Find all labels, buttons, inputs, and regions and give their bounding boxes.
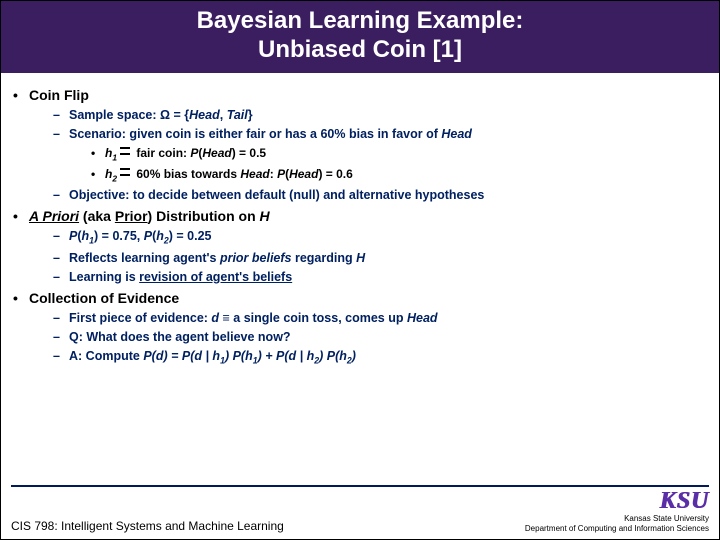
pd-formula: P(d) = P(d | h1) P(h1) + P(d | h2) P(h2) xyxy=(143,349,356,363)
slide-title: Bayesian Learning Example: Unbiased Coin… xyxy=(1,7,719,65)
footer-right: KSU Kansas State University Department o… xyxy=(525,491,709,533)
ksu-logo: KSU xyxy=(525,491,709,513)
section-evidence: Collection of Evidence xyxy=(13,290,707,306)
equiv-icon xyxy=(120,147,130,155)
bullet-objective: Objective: to decide between default (nu… xyxy=(13,188,707,202)
bullet-answer: A: Compute P(d) = P(d | h1) P(h1) + P(d … xyxy=(13,349,707,366)
course-title: CIS 798: Intelligent Systems and Machine… xyxy=(11,519,284,533)
title-banner: Bayesian Learning Example: Unbiased Coin… xyxy=(1,1,719,73)
section-coin-flip: Coin Flip xyxy=(13,87,707,103)
slide-content: Coin Flip Sample space: Ω = {Head, Tail}… xyxy=(1,73,719,366)
title-line-1: Bayesian Learning Example: xyxy=(197,7,524,34)
bullet-prior-values: P(h1) = 0.75, P(h2) = 0.25 xyxy=(13,229,707,246)
footer-divider xyxy=(11,485,709,487)
department-name: Department of Computing and Information … xyxy=(525,524,709,533)
bullet-reflects: Reflects learning agent's prior beliefs … xyxy=(13,251,707,265)
bullet-scenario: Scenario: given coin is either fair or h… xyxy=(13,127,707,141)
bullet-question: Q: What does the agent believe now? xyxy=(13,330,707,344)
section-a-priori: A Priori (aka Prior) Distribution on H xyxy=(13,208,707,224)
footer: CIS 798: Intelligent Systems and Machine… xyxy=(1,481,719,539)
university-name: Kansas State University xyxy=(525,514,709,523)
bullet-h1: h1 fair coin: P(Head) = 0.5 xyxy=(13,146,707,162)
equiv-icon xyxy=(120,168,130,176)
bullet-sample-space: Sample space: Ω = {Head, Tail} xyxy=(13,108,707,122)
footer-row: CIS 798: Intelligent Systems and Machine… xyxy=(11,491,709,533)
title-line-2: Unbiased Coin [1] xyxy=(258,36,462,63)
bullet-learning-revision: Learning is revision of agent's beliefs xyxy=(13,270,707,284)
bullet-first-evidence: First piece of evidence: d ≡ a single co… xyxy=(13,311,707,325)
bullet-h2: h2 60% bias towards Head: P(Head) = 0.6 xyxy=(13,167,707,183)
